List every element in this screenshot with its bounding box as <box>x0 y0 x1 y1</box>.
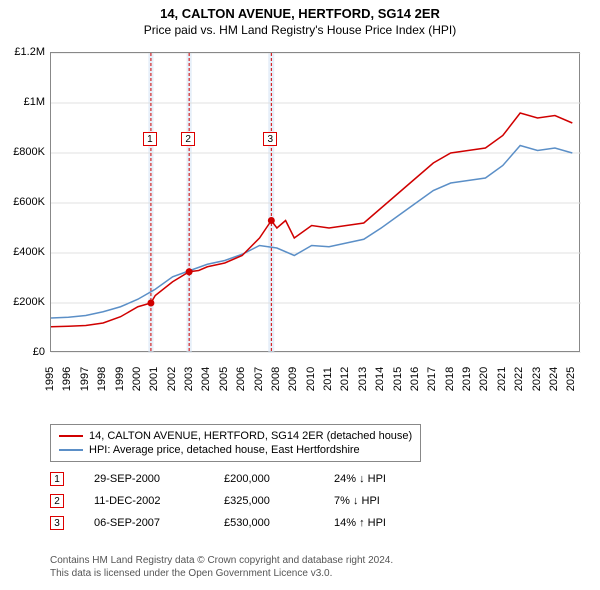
event-row-2: 2 11-DEC-2002 £325,000 7% ↓ HPI <box>50 490 434 512</box>
x-axis-label: 2005 <box>218 367 230 391</box>
x-axis-label: 2018 <box>444 367 456 391</box>
x-axis-label: 2020 <box>478 367 490 391</box>
event-price: £325,000 <box>224 495 304 507</box>
x-axis-label: 2024 <box>548 367 560 391</box>
legend-item-hpi: HPI: Average price, detached house, East… <box>59 443 412 457</box>
y-axis-label: £600K <box>13 196 45 208</box>
y-axis-label: £1M <box>24 96 45 108</box>
x-axis-label: 2004 <box>200 367 212 391</box>
x-axis-label: 2003 <box>183 367 195 391</box>
event-date: 06-SEP-2007 <box>94 517 194 529</box>
event-date: 29-SEP-2000 <box>94 473 194 485</box>
footer-line1: Contains HM Land Registry data © Crown c… <box>50 554 393 567</box>
chart-subtitle: Price paid vs. HM Land Registry's House … <box>0 21 600 37</box>
x-axis-label: 2001 <box>148 367 160 391</box>
event-num: 3 <box>50 516 64 530</box>
chart-container: 14, CALTON AVENUE, HERTFORD, SG14 2ER Pr… <box>0 0 600 590</box>
x-axis-label: 1999 <box>114 367 126 391</box>
x-axis-label: 1995 <box>44 367 56 391</box>
x-axis-label: 2012 <box>339 367 351 391</box>
legend-swatch-property <box>59 435 83 437</box>
x-axis-label: 2025 <box>565 367 577 391</box>
event-row-1: 1 29-SEP-2000 £200,000 24% ↓ HPI <box>50 468 434 490</box>
y-axis-label: £800K <box>13 146 45 158</box>
chart-svg <box>51 53 581 353</box>
y-axis-label: £1.2M <box>14 46 45 58</box>
x-axis-label: 2011 <box>322 367 334 391</box>
x-axis-label: 2021 <box>496 367 508 391</box>
event-price: £530,000 <box>224 517 304 529</box>
event-num: 2 <box>50 494 64 508</box>
legend-swatch-hpi <box>59 449 83 451</box>
footer-line2: This data is licensed under the Open Gov… <box>50 567 393 580</box>
legend-label-hpi: HPI: Average price, detached house, East… <box>89 444 360 456</box>
legend-item-property: 14, CALTON AVENUE, HERTFORD, SG14 2ER (d… <box>59 429 412 443</box>
event-hpi: 14% ↑ HPI <box>334 517 434 529</box>
event-row-3: 3 06-SEP-2007 £530,000 14% ↑ HPI <box>50 512 434 534</box>
x-axis-label: 2015 <box>392 367 404 391</box>
x-axis-label: 1996 <box>61 367 73 391</box>
x-axis-label: 2009 <box>287 367 299 391</box>
event-marker-3: 3 <box>263 132 277 146</box>
event-num: 1 <box>50 472 64 486</box>
x-axis-label: 2000 <box>131 367 143 391</box>
x-axis-label: 2013 <box>357 367 369 391</box>
legend: 14, CALTON AVENUE, HERTFORD, SG14 2ER (d… <box>50 424 421 462</box>
footer-attribution: Contains HM Land Registry data © Crown c… <box>50 554 393 580</box>
plot-area <box>50 52 580 352</box>
x-axis-label: 2019 <box>461 367 473 391</box>
x-axis-label: 2008 <box>270 367 282 391</box>
chart-title: 14, CALTON AVENUE, HERTFORD, SG14 2ER <box>0 0 600 21</box>
x-axis-label: 2010 <box>305 367 317 391</box>
event-date: 11-DEC-2002 <box>94 495 194 507</box>
x-axis-label: 2014 <box>374 367 386 391</box>
event-hpi: 24% ↓ HPI <box>334 473 434 485</box>
y-axis-label: £400K <box>13 246 45 258</box>
x-axis-label: 2016 <box>409 367 421 391</box>
event-marker-1: 1 <box>143 132 157 146</box>
x-axis-label: 2006 <box>235 367 247 391</box>
x-axis-label: 1998 <box>96 367 108 391</box>
x-axis-label: 2017 <box>426 367 438 391</box>
y-axis-label: £200K <box>13 296 45 308</box>
x-axis-label: 2022 <box>513 367 525 391</box>
x-axis-label: 2007 <box>253 367 265 391</box>
event-marker-2: 2 <box>181 132 195 146</box>
x-axis-label: 2023 <box>531 367 543 391</box>
y-axis-label: £0 <box>33 346 45 358</box>
x-axis-label: 2002 <box>166 367 178 391</box>
event-price: £200,000 <box>224 473 304 485</box>
legend-label-property: 14, CALTON AVENUE, HERTFORD, SG14 2ER (d… <box>89 430 412 442</box>
events-table: 1 29-SEP-2000 £200,000 24% ↓ HPI 2 11-DEC-200… <box>50 468 434 534</box>
x-axis-label: 1997 <box>79 367 91 391</box>
event-hpi: 7% ↓ HPI <box>334 495 434 507</box>
